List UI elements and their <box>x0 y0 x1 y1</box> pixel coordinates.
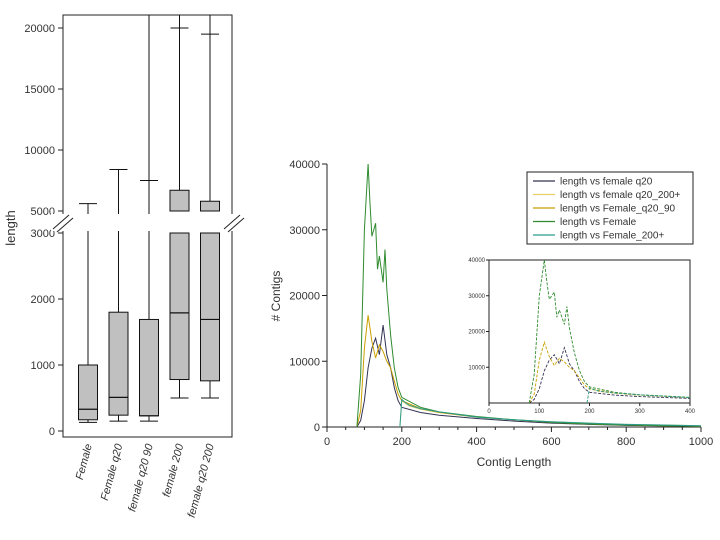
inset-x-tick-label: 400 <box>685 409 696 415</box>
inset-y-tick-label: 10000 <box>468 365 485 371</box>
linechart-legend: length vs female q20 length vs female q20… <box>526 171 694 245</box>
axis-break-mark <box>223 214 241 230</box>
axis-break-mark <box>52 214 70 230</box>
boxplot-y-tick-label: 2000 <box>31 294 55 306</box>
legend-entry: length vs Female <box>560 217 637 228</box>
boxplot-y-tick-label: 3000 <box>31 228 55 240</box>
inset-series-line-0 <box>528 346 690 403</box>
boxplot-category-label: female q20 90 <box>126 442 156 513</box>
legend-entry: length vs Female_q20_90 <box>560 204 676 215</box>
box-iqr <box>78 364 98 421</box>
linechart-y-tick-label: 30000 <box>289 225 320 237</box>
boxplot-y-tick-label: 1000 <box>31 360 55 372</box>
linechart-x-tick-label: 400 <box>467 436 485 448</box>
inset-x-tick-label: 200 <box>584 409 595 415</box>
linechart-y-tick-label: 10000 <box>289 356 320 368</box>
boxplot-category-label: Female q20 <box>99 442 126 502</box>
inset-y-tick-label: 30000 <box>468 294 485 300</box>
box-4 <box>200 15 220 399</box>
legend-entry: length vs female q20 <box>560 177 653 188</box>
inset-y-tick-label: 20000 <box>468 330 485 336</box>
box-2 <box>139 15 159 422</box>
linechart-x-label: Contig Length <box>477 455 552 469</box>
linechart-series-group <box>356 164 701 427</box>
box-iqr <box>108 311 129 416</box>
linechart-x-tick-label: 200 <box>393 436 411 448</box>
boxplot-category-label: female q20 200 <box>186 442 217 519</box>
axis-break-mark <box>227 217 245 233</box>
linechart-y-tick-label: 0 <box>314 422 320 434</box>
box-0 <box>78 203 98 423</box>
box-upper-part <box>200 200 220 212</box>
boxplot-y-tick-label: 20000 <box>24 23 55 35</box>
boxplot-category-label: female 200 <box>161 442 187 499</box>
linechart-x-tick-label: 1000 <box>689 436 713 448</box>
inset-x-tick-label: 300 <box>635 409 646 415</box>
boxplot-y-tick-label: 0 <box>49 426 55 438</box>
inset-y-tick-label: 40000 <box>468 258 485 264</box>
linechart-x-tick-label: 800 <box>617 436 635 448</box>
series-line-3 <box>356 164 701 427</box>
inset-x-tick-label: 100 <box>534 409 545 415</box>
axis-break-band <box>51 214 244 231</box>
box-1 <box>108 169 129 422</box>
axis-break-mark <box>56 217 74 233</box>
boxplot-y-tick-label: 5000 <box>31 206 55 218</box>
legend-entry: length vs female q20_200+ <box>560 190 681 201</box>
inset-series-group <box>528 260 690 403</box>
linechart-x-tick-label: 0 <box>324 436 330 448</box>
box-lower-part <box>200 232 220 382</box>
inset-frame <box>488 259 691 404</box>
series-line-0 <box>356 325 701 427</box>
inset-series-line-4 <box>586 387 690 403</box>
boxplot-category-label: Female <box>74 443 95 482</box>
legend-entry: length vs Female_200+ <box>560 231 664 242</box>
inset-chart: 0 100 200 300 400 10000 20000 30000 40000 <box>468 258 696 415</box>
boxplot-y-tick-label: 10000 <box>24 145 55 157</box>
linechart-y-label: # Contigs <box>269 271 283 322</box>
box-lower-part <box>169 232 190 381</box>
linechart-y-tick-label: 20000 <box>289 291 320 303</box>
boxplot-y-tick-label: 15000 <box>24 84 55 96</box>
boxplot-y-label: length <box>3 210 18 245</box>
series-line-4 <box>399 398 701 427</box>
linechart-x-tick-label: 600 <box>542 436 560 448</box>
inset-x-tick-label: 0 <box>487 409 491 415</box>
box-upper-part <box>169 189 190 212</box>
linechart-y-tick-label: 40000 <box>289 159 320 171</box>
box-3 <box>169 15 190 399</box>
box-iqr <box>139 318 159 417</box>
